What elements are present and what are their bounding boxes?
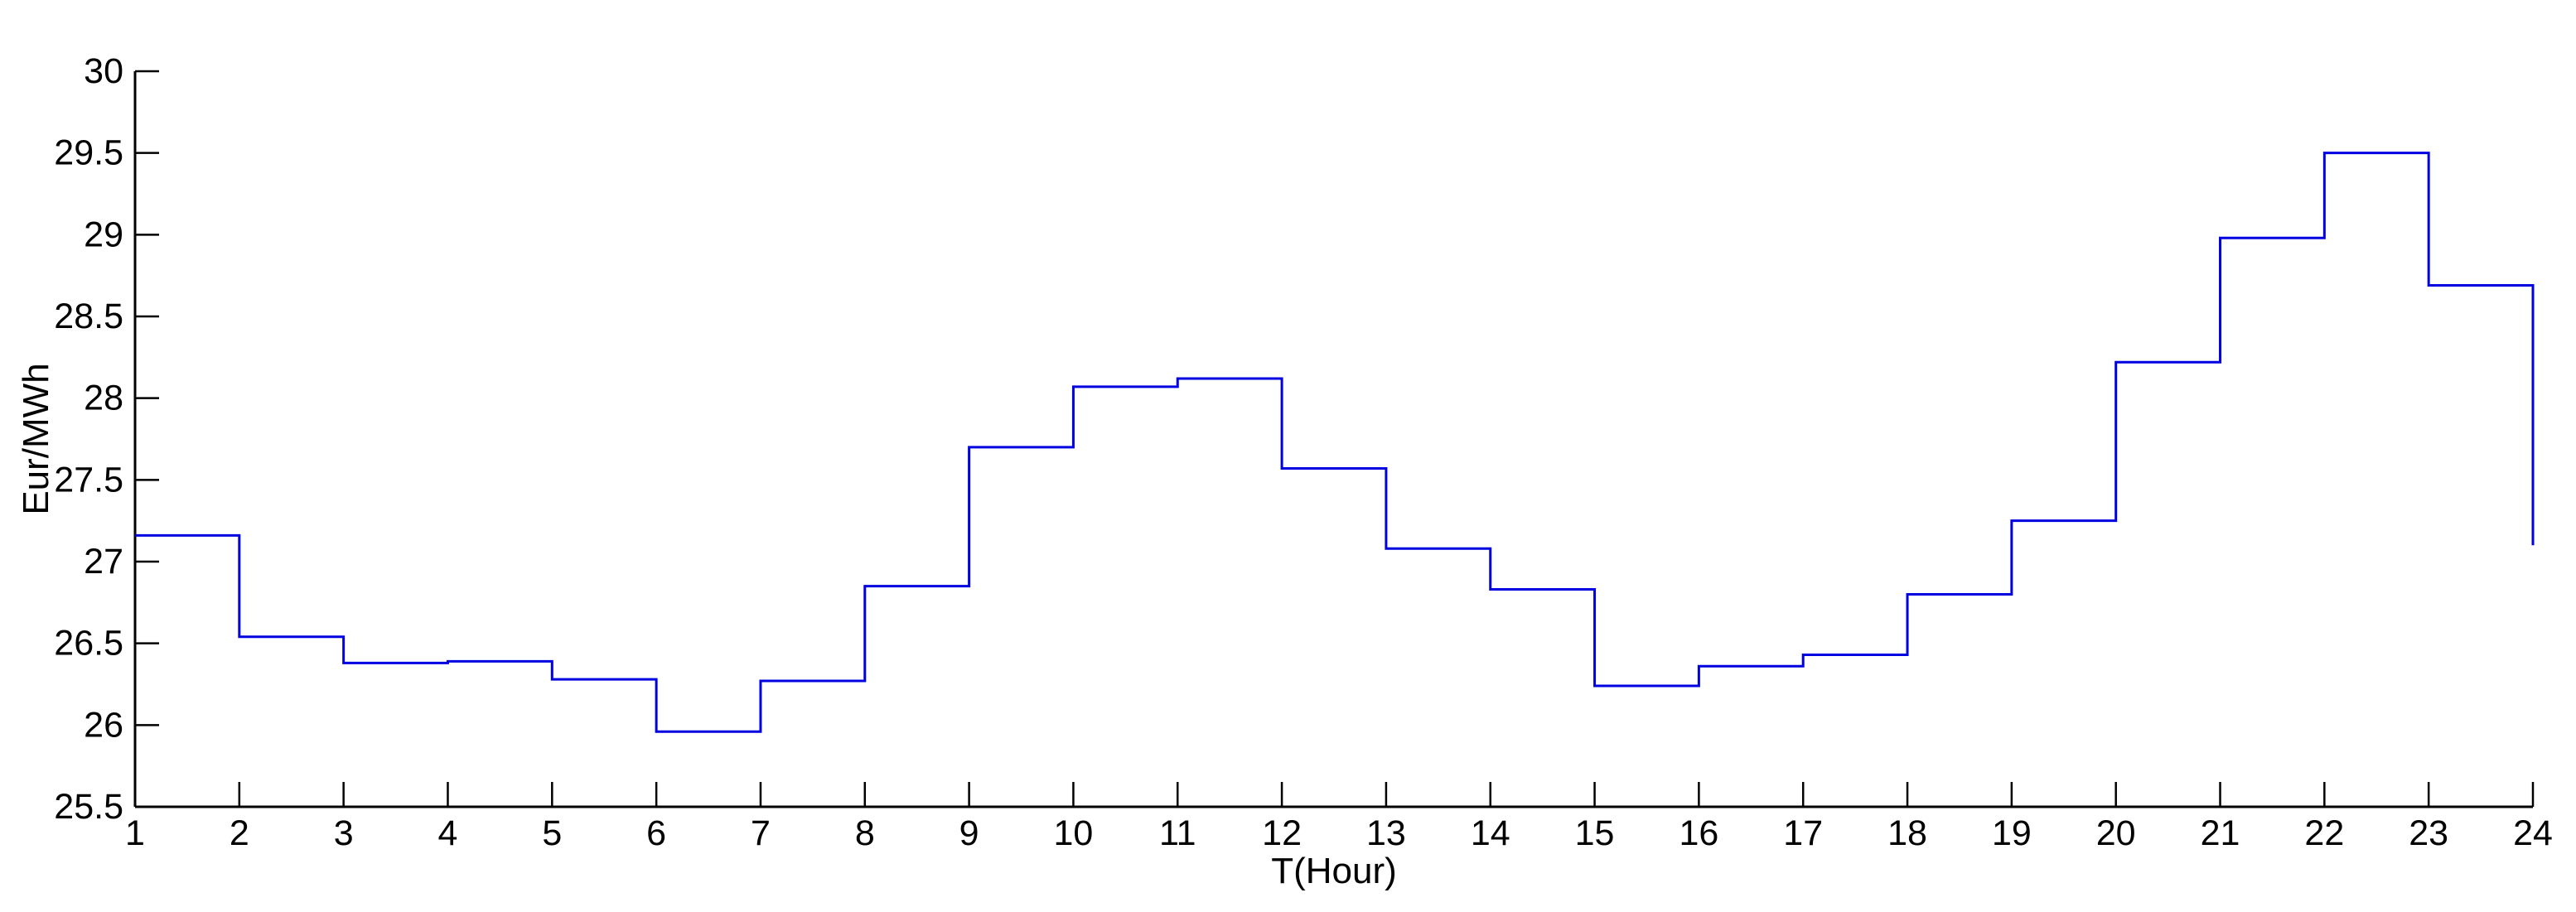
series-layer [135, 152, 2535, 733]
y-tick-label: 27.5 [54, 460, 123, 499]
x-tick-label: 18 [1887, 813, 1927, 853]
x-tick-label: 13 [1366, 813, 1406, 853]
x-tick-label: 12 [1262, 813, 1302, 853]
x-tick-label: 11 [1159, 813, 1196, 853]
x-tick-label: 22 [2304, 813, 2344, 853]
x-tick-label: 15 [1575, 813, 1615, 853]
x-tick-label: 4 [438, 813, 458, 853]
axes-layer [133, 71, 2533, 808]
x-tick-label: 24 [2513, 813, 2553, 853]
x-tick-label: 19 [1992, 813, 2032, 853]
x-tick-label: 14 [1471, 813, 1510, 853]
x-tick-label: 1 [125, 813, 145, 853]
x-tick-label: 9 [959, 813, 979, 853]
y-tick-label: 25.5 [54, 787, 123, 827]
y-tick-label: 28.5 [54, 297, 123, 336]
x-tick-label: 7 [751, 813, 771, 853]
y-tick-label: 29 [84, 215, 123, 254]
y-tick-label: 26.5 [54, 624, 123, 663]
x-tick-label: 17 [1783, 813, 1823, 853]
price-series-line [135, 152, 2535, 733]
x-tick-label: 8 [855, 813, 875, 853]
x-tick-label: 23 [2409, 813, 2448, 853]
y-tick-label: 26 [84, 705, 123, 745]
x-tick-label: 20 [2096, 813, 2136, 853]
y-tick-label: 29.5 [54, 133, 123, 173]
x-tick-label: 16 [1679, 813, 1718, 853]
x-tick-label: 3 [334, 813, 354, 853]
y-tick-label: 27 [84, 542, 123, 581]
x-tick-label: 10 [1054, 813, 1094, 853]
x-tick-label: 2 [230, 813, 249, 853]
x-tick-label: 21 [2201, 813, 2240, 853]
y-tick-label: 28 [84, 379, 123, 418]
x-tick-label: 6 [646, 813, 666, 853]
x-tick-label: 5 [542, 813, 562, 853]
y-tick-label: 30 [84, 51, 123, 91]
x-axis-title: T(Hour) [1271, 851, 1397, 891]
y-axis-title: Eur/MWh [16, 363, 56, 514]
